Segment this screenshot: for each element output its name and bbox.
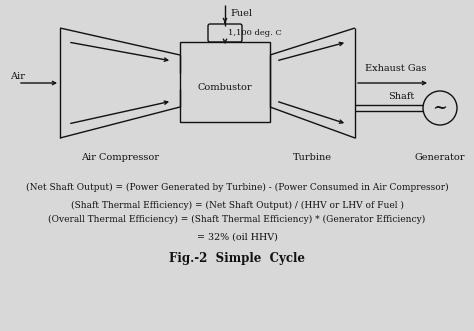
- Text: ~: ~: [432, 99, 447, 117]
- Text: Turbine: Turbine: [293, 154, 332, 163]
- Text: (Shaft Thermal Efficiency) = (Net Shaft Output) / (HHV or LHV of Fuel ): (Shaft Thermal Efficiency) = (Net Shaft …: [71, 201, 403, 210]
- Text: 1,100 deg. C: 1,100 deg. C: [228, 29, 282, 37]
- Text: Combustor: Combustor: [198, 83, 252, 92]
- Text: (Net Shaft Output) = (Power Generated by Turbine) - (Power Consumed in Air Compr: (Net Shaft Output) = (Power Generated by…: [26, 183, 448, 192]
- Bar: [180, 42, 270, 122]
- Text: Fuel: Fuel: [230, 9, 252, 18]
- Text: = 32% (oil HHV): = 32% (oil HHV): [197, 233, 277, 242]
- Text: Fig.-2  Simple  Cycle: Fig.-2 Simple Cycle: [169, 252, 305, 265]
- Text: Exhaust Gas: Exhaust Gas: [365, 64, 427, 73]
- Text: Generator: Generator: [415, 154, 465, 163]
- Text: (Overall Thermal Efficiency) = (Shaft Thermal Efficiency) * (Generator Efficienc: (Overall Thermal Efficiency) = (Shaft Th…: [48, 215, 426, 224]
- Text: Shaft: Shaft: [388, 92, 414, 101]
- Text: Air: Air: [10, 72, 25, 81]
- Text: Air Compressor: Air Compressor: [81, 154, 159, 163]
